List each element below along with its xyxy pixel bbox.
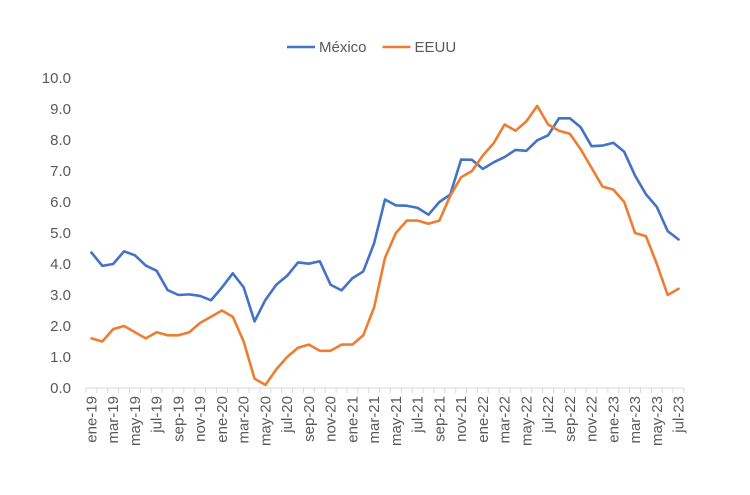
x-tick-label: mar-23	[627, 396, 644, 444]
x-tick-label: ene-23	[605, 396, 622, 443]
x-tick-label: ene-20	[214, 396, 231, 443]
x-tick-label: may-21	[388, 396, 405, 446]
x-tick-label: sep-22	[562, 396, 579, 442]
series-line-eeuu	[90, 104, 680, 387]
x-tick-label: ene-21	[344, 396, 361, 443]
y-tick-label: 0.0	[50, 380, 71, 397]
x-tick-label: sep-19	[170, 396, 187, 442]
x-tick-label: ene-22	[475, 396, 492, 443]
y-tick-label: 8.0	[50, 132, 71, 149]
x-tick-label: jul-20	[279, 396, 296, 434]
y-tick-label: 5.0	[50, 225, 71, 242]
x-tick-label: nov-19	[192, 396, 209, 442]
y-axis: 0.0 1.0 2.0 3.0 4.0 5.0 6.0 7.0 8.0 9.0 10.0	[42, 70, 71, 397]
series-layer	[90, 104, 680, 387]
y-tick-label: 2.0	[50, 318, 71, 335]
x-tick-label: mar-19	[105, 396, 122, 444]
y-tick-label: 6.0	[50, 194, 71, 211]
legend-label: EEUU	[415, 39, 457, 56]
x-tick-label: mar-20	[236, 396, 253, 444]
y-tick-label: 9.0	[50, 101, 71, 118]
y-tick-label: 3.0	[50, 287, 71, 304]
x-tick-label: nov-22	[584, 396, 601, 442]
y-tick-label: 10.0	[42, 70, 71, 87]
x-tick-label: ene-19	[83, 396, 100, 443]
y-tick-label: 1.0	[50, 349, 71, 366]
x-tick-label: sep-20	[301, 396, 318, 442]
x-tick-label: mar-22	[497, 396, 514, 444]
x-tick-label: may-23	[649, 396, 666, 446]
x-tick-label: jul-21	[410, 396, 427, 434]
x-tick-label: sep-21	[431, 396, 448, 442]
legend: México EEUU	[287, 39, 456, 56]
x-tick-label: jul-19	[149, 396, 166, 434]
x-tick-label: may-20	[257, 396, 274, 446]
series-line-m-xico	[90, 117, 680, 323]
y-tick-label: 7.0	[50, 163, 71, 180]
x-tick-label: jul-22	[540, 396, 557, 434]
legend-label: México	[319, 39, 367, 56]
y-tick-label: 4.0	[50, 256, 71, 273]
x-tick-label: may-22	[518, 396, 535, 446]
x-tick-label: mar-21	[366, 396, 383, 444]
x-tick-label: nov-21	[453, 396, 470, 442]
x-tick-label: may-19	[127, 396, 144, 446]
x-tick-label: nov-20	[323, 396, 340, 442]
x-axis: ene-19 mar-19 may-19 jul-19 sep-19 nov-19 ene-…	[83, 387, 688, 446]
x-tick-label: jul-23	[671, 396, 688, 434]
